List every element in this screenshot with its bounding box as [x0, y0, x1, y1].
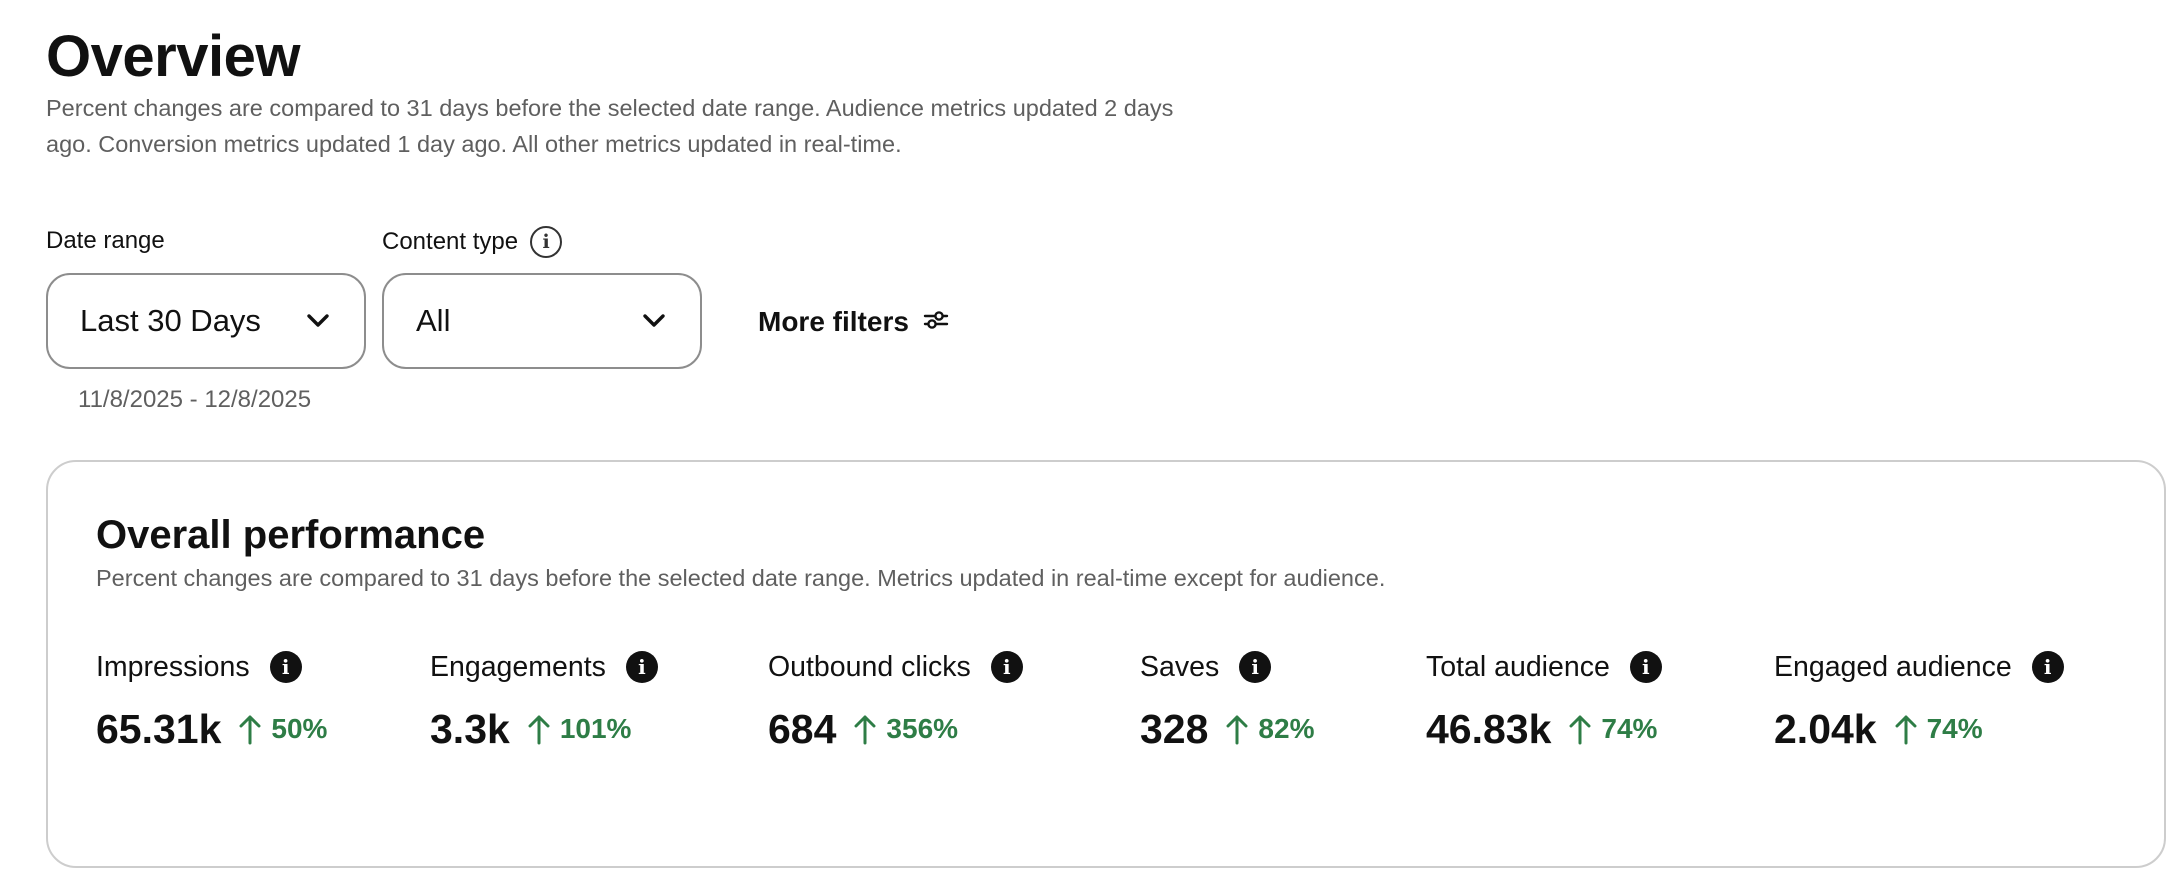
metric-label: Saves — [1140, 651, 1220, 683]
metric-change: 74% — [1926, 713, 1983, 744]
chevron-down-icon — [306, 313, 330, 329]
metric-label: Impressions — [96, 651, 250, 683]
metric-change: 101% — [559, 713, 632, 744]
overall-performance-card: Overall performance Percent changes are … — [46, 460, 2166, 868]
content-type-select[interactable]: All — [382, 273, 702, 369]
metric-value-row: 2.04k 74% — [1774, 704, 2064, 754]
date-range-select[interactable]: Last 30 Days — [46, 273, 366, 369]
metric-value: 46.83k — [1426, 706, 1552, 752]
metric-value-row: 3.3k 101% — [430, 704, 658, 754]
metric-change: 50% — [271, 713, 328, 744]
metric-total-audience: Total audience i 46.83k 74% — [1426, 650, 1662, 754]
page-subtitle: Percent changes are compared to 31 days … — [46, 95, 1174, 157]
metric-value: 684 — [768, 706, 837, 752]
metric-value: 65.31k — [96, 706, 222, 752]
arrow-up-icon — [1226, 715, 1248, 745]
metric-impressions: Impressions i 65.31k 50% — [96, 650, 327, 754]
card-title: Overall performance — [96, 513, 486, 557]
metric-value: 3.3k — [430, 706, 510, 752]
metric-change: 82% — [1258, 713, 1315, 744]
metric-label: Engagements — [430, 651, 606, 683]
metric-value-row: 46.83k 74% — [1426, 704, 1662, 754]
card-subtitle: Percent changes are compared to 31 days … — [96, 565, 1386, 591]
date-range-dates: 11/8/2025 - 12/8/2025 — [78, 386, 312, 413]
metric-engagements: Engagements i 3.3k 101% — [430, 650, 658, 754]
metric-label: Engaged audience — [1774, 651, 2012, 683]
metric-value: 328 — [1140, 706, 1209, 752]
arrow-up-icon — [239, 715, 261, 745]
content-type-label: Content type i — [382, 226, 563, 258]
metric-saves: Saves i 328 82% — [1140, 650, 1314, 754]
more-filters-label: More filters — [758, 306, 909, 337]
metric-value: 2.04k — [1774, 706, 1877, 752]
info-icon[interactable]: i — [990, 651, 1023, 683]
metric-value-row: 65.31k 50% — [96, 704, 327, 754]
arrow-up-icon — [1569, 715, 1591, 745]
date-range-value: Last 30 Days — [80, 303, 261, 338]
more-filters-button[interactable]: More filters — [758, 300, 949, 344]
sliders-icon — [923, 306, 949, 338]
date-range-label: Date range — [46, 226, 165, 256]
metric-label: Total audience — [1426, 651, 1610, 683]
metric-outbound-clicks: Outbound clicks i 684 356% — [768, 650, 1023, 754]
arrow-up-icon — [1895, 715, 1917, 745]
metric-label: Outbound clicks — [768, 651, 971, 683]
metric-label-row: Engagements i — [430, 650, 658, 684]
page-title: Overview — [46, 24, 300, 89]
info-icon[interactable]: i — [1629, 651, 1662, 683]
metric-label-row: Outbound clicks i — [768, 650, 1023, 684]
chevron-down-icon — [642, 313, 666, 329]
metric-value-row: 328 82% — [1140, 704, 1314, 754]
metric-engaged-audience: Engaged audience i 2.04k 74% — [1774, 650, 2064, 754]
info-icon[interactable]: i — [625, 651, 658, 683]
arrow-up-icon — [528, 715, 550, 745]
metric-change: 356% — [886, 713, 959, 744]
metric-label-row: Impressions i — [96, 650, 327, 684]
date-range-label-text: Date range — [46, 227, 165, 254]
metric-value-row: 684 356% — [768, 704, 1023, 754]
content-type-value: All — [416, 303, 451, 338]
metric-label-row: Total audience i — [1426, 650, 1662, 684]
metric-label-row: Engaged audience i — [1774, 650, 2064, 684]
arrow-up-icon — [854, 715, 876, 745]
info-icon[interactable]: i — [1239, 651, 1272, 683]
info-icon[interactable]: i — [530, 226, 563, 258]
info-icon[interactable]: i — [269, 651, 302, 683]
info-icon[interactable]: i — [2031, 651, 2064, 683]
content-type-label-text: Content type — [382, 228, 519, 255]
metric-label-row: Saves i — [1140, 650, 1314, 684]
metric-change: 74% — [1601, 713, 1658, 744]
